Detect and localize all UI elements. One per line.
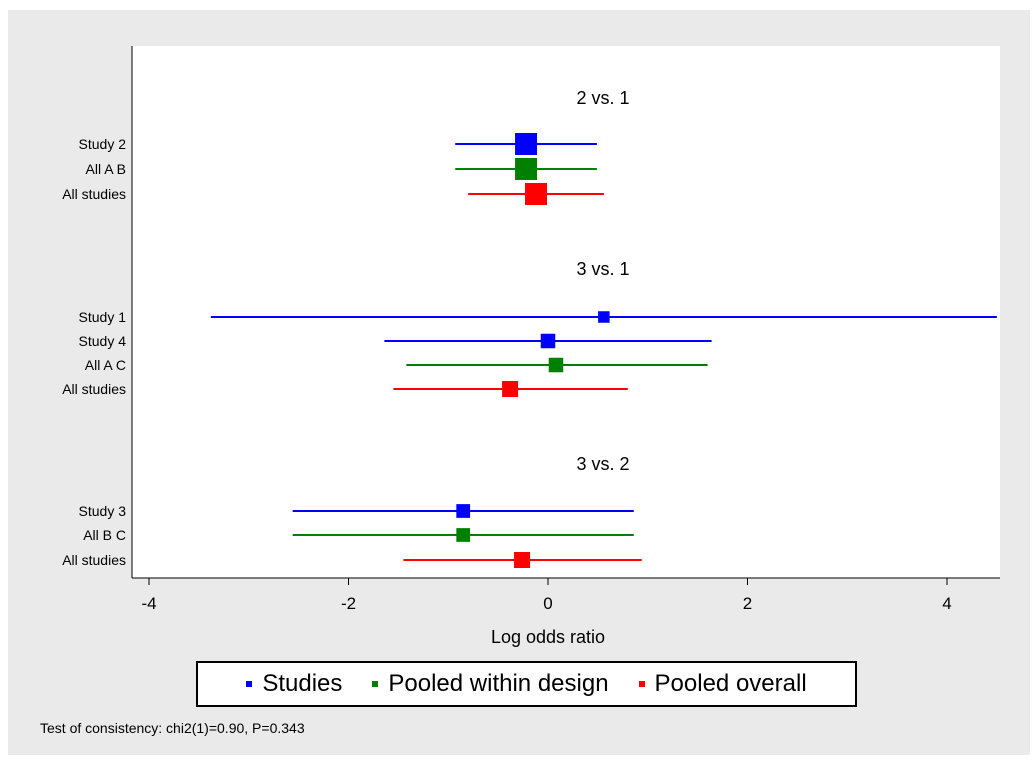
row-1-study-2-estimate-marker [515, 133, 538, 155]
forest-plot: 2 vs. 1 Study 2 All A B All studies 3 vs. 1 S… [62, 46, 1000, 647]
row-3-all-studies-label: All studies [62, 552, 126, 568]
row-1-all-studies-estimate-marker [525, 183, 548, 205]
row-3-all-studies-estimate-marker [514, 552, 531, 568]
x-tick-label-2: 2 [743, 594, 752, 613]
row-3-study-3-estimate-marker [456, 504, 471, 518]
row-3-study-3-label: Study 3 [79, 503, 127, 519]
legend-label-pooled-within-design: Pooled within design [388, 670, 609, 697]
plot-area [132, 46, 1000, 578]
legend-marker-studies [246, 681, 253, 687]
legend-label-pooled-overall: Pooled overall [654, 670, 807, 697]
row-3-all-b-c-estimate-marker [456, 528, 471, 542]
row-2-all-studies-estimate-marker [502, 381, 519, 397]
legend-item-pooled-within-design: Pooled within design [372, 670, 609, 698]
x-tick-label-4: 4 [942, 594, 951, 613]
group-title-3-vs-1: 3 vs. 1 [576, 259, 629, 279]
row-1-all-studies-label: All studies [62, 186, 126, 202]
x-axis-title: Log odds ratio [491, 627, 605, 647]
x-tick-label-4: -4 [141, 594, 156, 613]
consistency-test-note: Test of consistency: chi2(1)=0.90, P=0.3… [40, 720, 305, 736]
legend-marker-pooled-within-design [372, 681, 379, 687]
row-2-study-1-label: Study 1 [79, 309, 127, 325]
x-tick-label-2: -2 [341, 594, 356, 613]
row-1-all-a-b-estimate-marker [515, 158, 538, 180]
legend-label-studies: Studies [262, 670, 343, 697]
x-tick-label-0: 0 [543, 594, 552, 613]
group-title-2-vs-1: 2 vs. 1 [576, 88, 629, 108]
row-2-all-a-c-estimate-marker [548, 357, 564, 373]
legend-item-studies: Studies [246, 670, 342, 698]
legend: Studies Pooled within design Pooled over… [196, 661, 857, 707]
row-2-all-a-c-label: All A C [85, 357, 126, 373]
row-2-all-studies-label: All studies [62, 381, 126, 397]
legend-item-pooled-overall: Pooled overall [638, 670, 807, 698]
row-3-all-b-c-label: All B C [83, 527, 126, 543]
row-2-study-4-label: Study 4 [79, 333, 127, 349]
row-2-study-4-estimate-marker [540, 333, 556, 349]
group-title-3-vs-2: 3 vs. 2 [576, 454, 629, 474]
row-1-all-a-b-label: All A B [86, 161, 126, 177]
legend-marker-pooled-overall [638, 681, 645, 687]
row-1-study-2-label: Study 2 [79, 136, 127, 152]
row-2-study-1-estimate-marker [598, 311, 610, 323]
